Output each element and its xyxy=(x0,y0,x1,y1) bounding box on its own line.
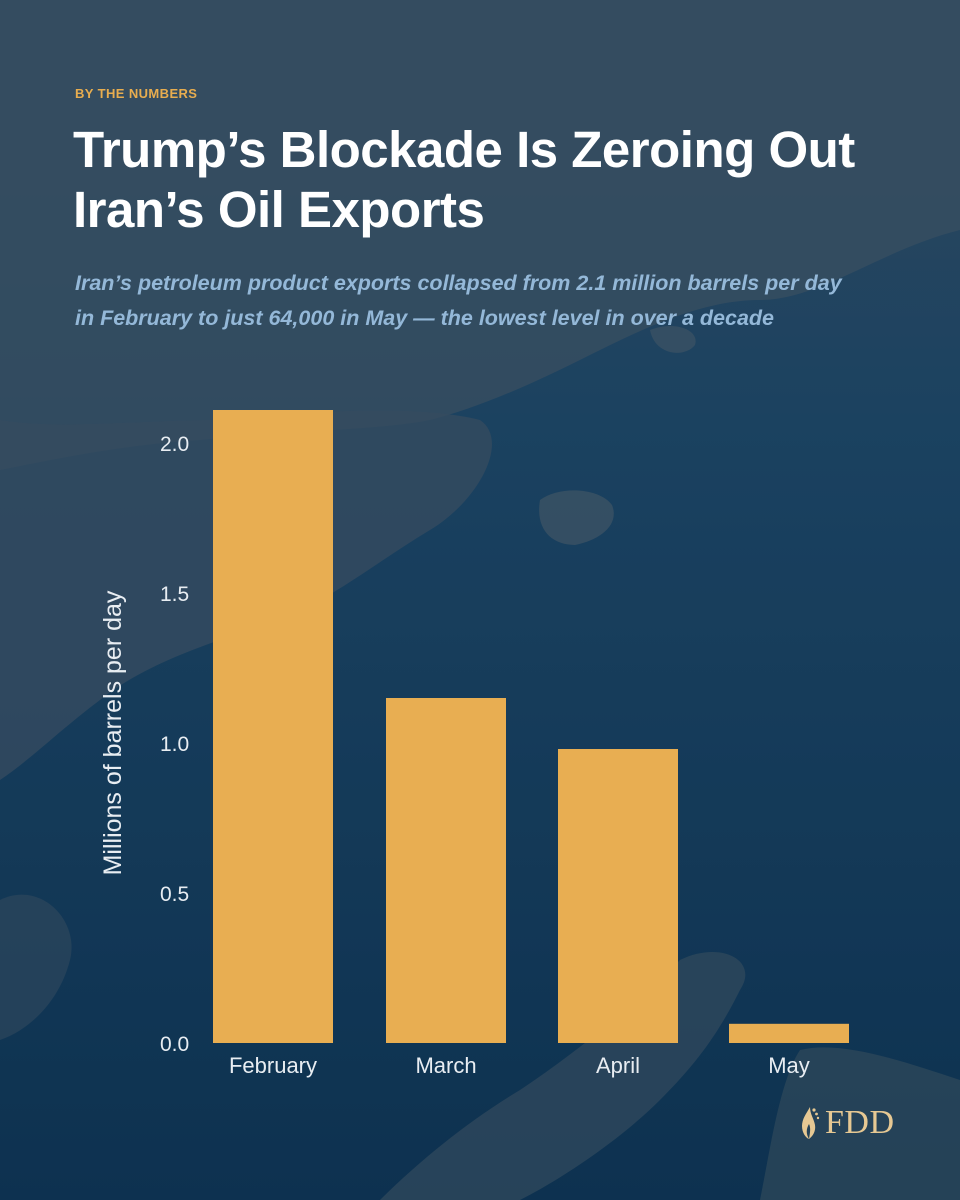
y-tick-label: 0.0 xyxy=(160,1033,189,1056)
chart-subtitle: Iran’s petroleum product exports collaps… xyxy=(75,271,842,330)
bar-may xyxy=(729,1023,849,1043)
bar-april xyxy=(558,749,678,1043)
x-tick-label: April xyxy=(596,1053,640,1078)
fdd-logo: FDD xyxy=(796,1104,895,1142)
x-tick-label: May xyxy=(768,1053,810,1078)
bar-march xyxy=(386,698,506,1043)
y-tick-label: 1.5 xyxy=(160,583,189,606)
x-tick-label: February xyxy=(229,1053,317,1078)
flame-leaf-icon xyxy=(802,1107,820,1139)
y-tick-label: 2.0 xyxy=(160,433,189,456)
logo-text: FDD xyxy=(825,1104,895,1141)
x-tick-label: March xyxy=(415,1053,476,1078)
kicker-label: BY THE NUMBERS xyxy=(75,86,198,101)
y-tick-label: 1.0 xyxy=(160,733,189,756)
chart-title: Trump’s Blockade Is Zeroing Out Iran’s O… xyxy=(73,121,855,238)
bar-february xyxy=(213,410,333,1043)
y-axis-label: Millions of barrels per day xyxy=(99,590,127,875)
y-tick-label: 0.5 xyxy=(160,883,189,906)
